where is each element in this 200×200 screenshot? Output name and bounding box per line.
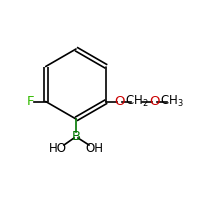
Text: HO: HO [49,142,67,156]
Text: CH$_2$: CH$_2$ [125,94,148,109]
Text: O: O [114,95,125,108]
Text: F: F [27,95,34,108]
Text: O: O [149,95,160,108]
Text: B: B [71,130,81,142]
Text: CH$_3$: CH$_3$ [160,94,184,109]
Text: OH: OH [85,142,103,156]
